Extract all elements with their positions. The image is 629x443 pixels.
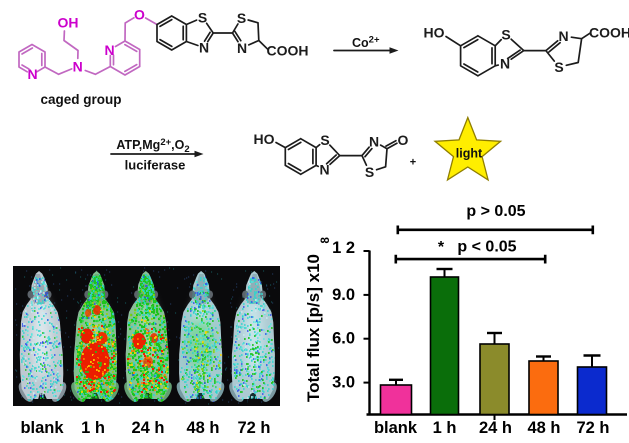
svg-text:1 2: 1 2: [332, 239, 355, 257]
svg-text:S: S: [501, 27, 510, 43]
svg-text:N: N: [500, 55, 510, 71]
svg-text:COOH: COOH: [589, 25, 629, 41]
svg-text:N: N: [199, 40, 209, 56]
svg-text:1 h: 1 h: [433, 419, 457, 437]
svg-text:9.0: 9.0: [332, 286, 355, 304]
svg-text:COOH: COOH: [267, 43, 309, 59]
svg-text:N: N: [369, 134, 379, 150]
svg-text:*: *: [438, 239, 445, 256]
svg-text:24 h: 24 h: [131, 419, 164, 437]
svg-text:1 h: 1 h: [81, 419, 105, 437]
svg-text:ATP,Mg2+,O2: ATP,Mg2+,O2: [116, 137, 189, 155]
svg-text:N: N: [558, 28, 568, 44]
svg-text:S: S: [237, 10, 246, 26]
svg-text:N: N: [27, 66, 37, 82]
svg-text:caged group: caged group: [40, 92, 121, 107]
svg-text:S: S: [554, 59, 563, 75]
svg-text:luciferase: luciferase: [125, 158, 186, 173]
svg-text:N: N: [319, 162, 329, 178]
svg-text:+: +: [410, 157, 416, 169]
svg-text:S: S: [198, 10, 207, 26]
svg-text:O: O: [398, 132, 409, 148]
svg-text:48 h: 48 h: [186, 419, 219, 437]
svg-text:6.0: 6.0: [332, 330, 355, 348]
svg-text:HO: HO: [424, 25, 445, 41]
svg-text:72 h: 72 h: [237, 419, 270, 437]
svg-text:72 h: 72 h: [576, 419, 609, 437]
svg-text:HO: HO: [254, 131, 275, 147]
svg-text:light: light: [456, 147, 483, 161]
svg-text:N: N: [73, 58, 83, 74]
svg-text:N: N: [237, 40, 247, 56]
svg-text:blank: blank: [20, 419, 64, 437]
svg-text:blank: blank: [374, 419, 418, 437]
svg-text:S: S: [320, 132, 329, 148]
svg-text:3.0: 3.0: [332, 374, 355, 392]
svg-text:O: O: [134, 7, 145, 23]
svg-text:S: S: [365, 164, 374, 180]
svg-text:N: N: [104, 42, 114, 58]
svg-text:48 h: 48 h: [527, 419, 560, 437]
svg-text:OH: OH: [58, 15, 79, 31]
svg-text:p > 0.05: p > 0.05: [466, 203, 525, 220]
svg-text:p < 0.05: p < 0.05: [457, 239, 516, 256]
svg-text:24 h: 24 h: [479, 419, 512, 437]
